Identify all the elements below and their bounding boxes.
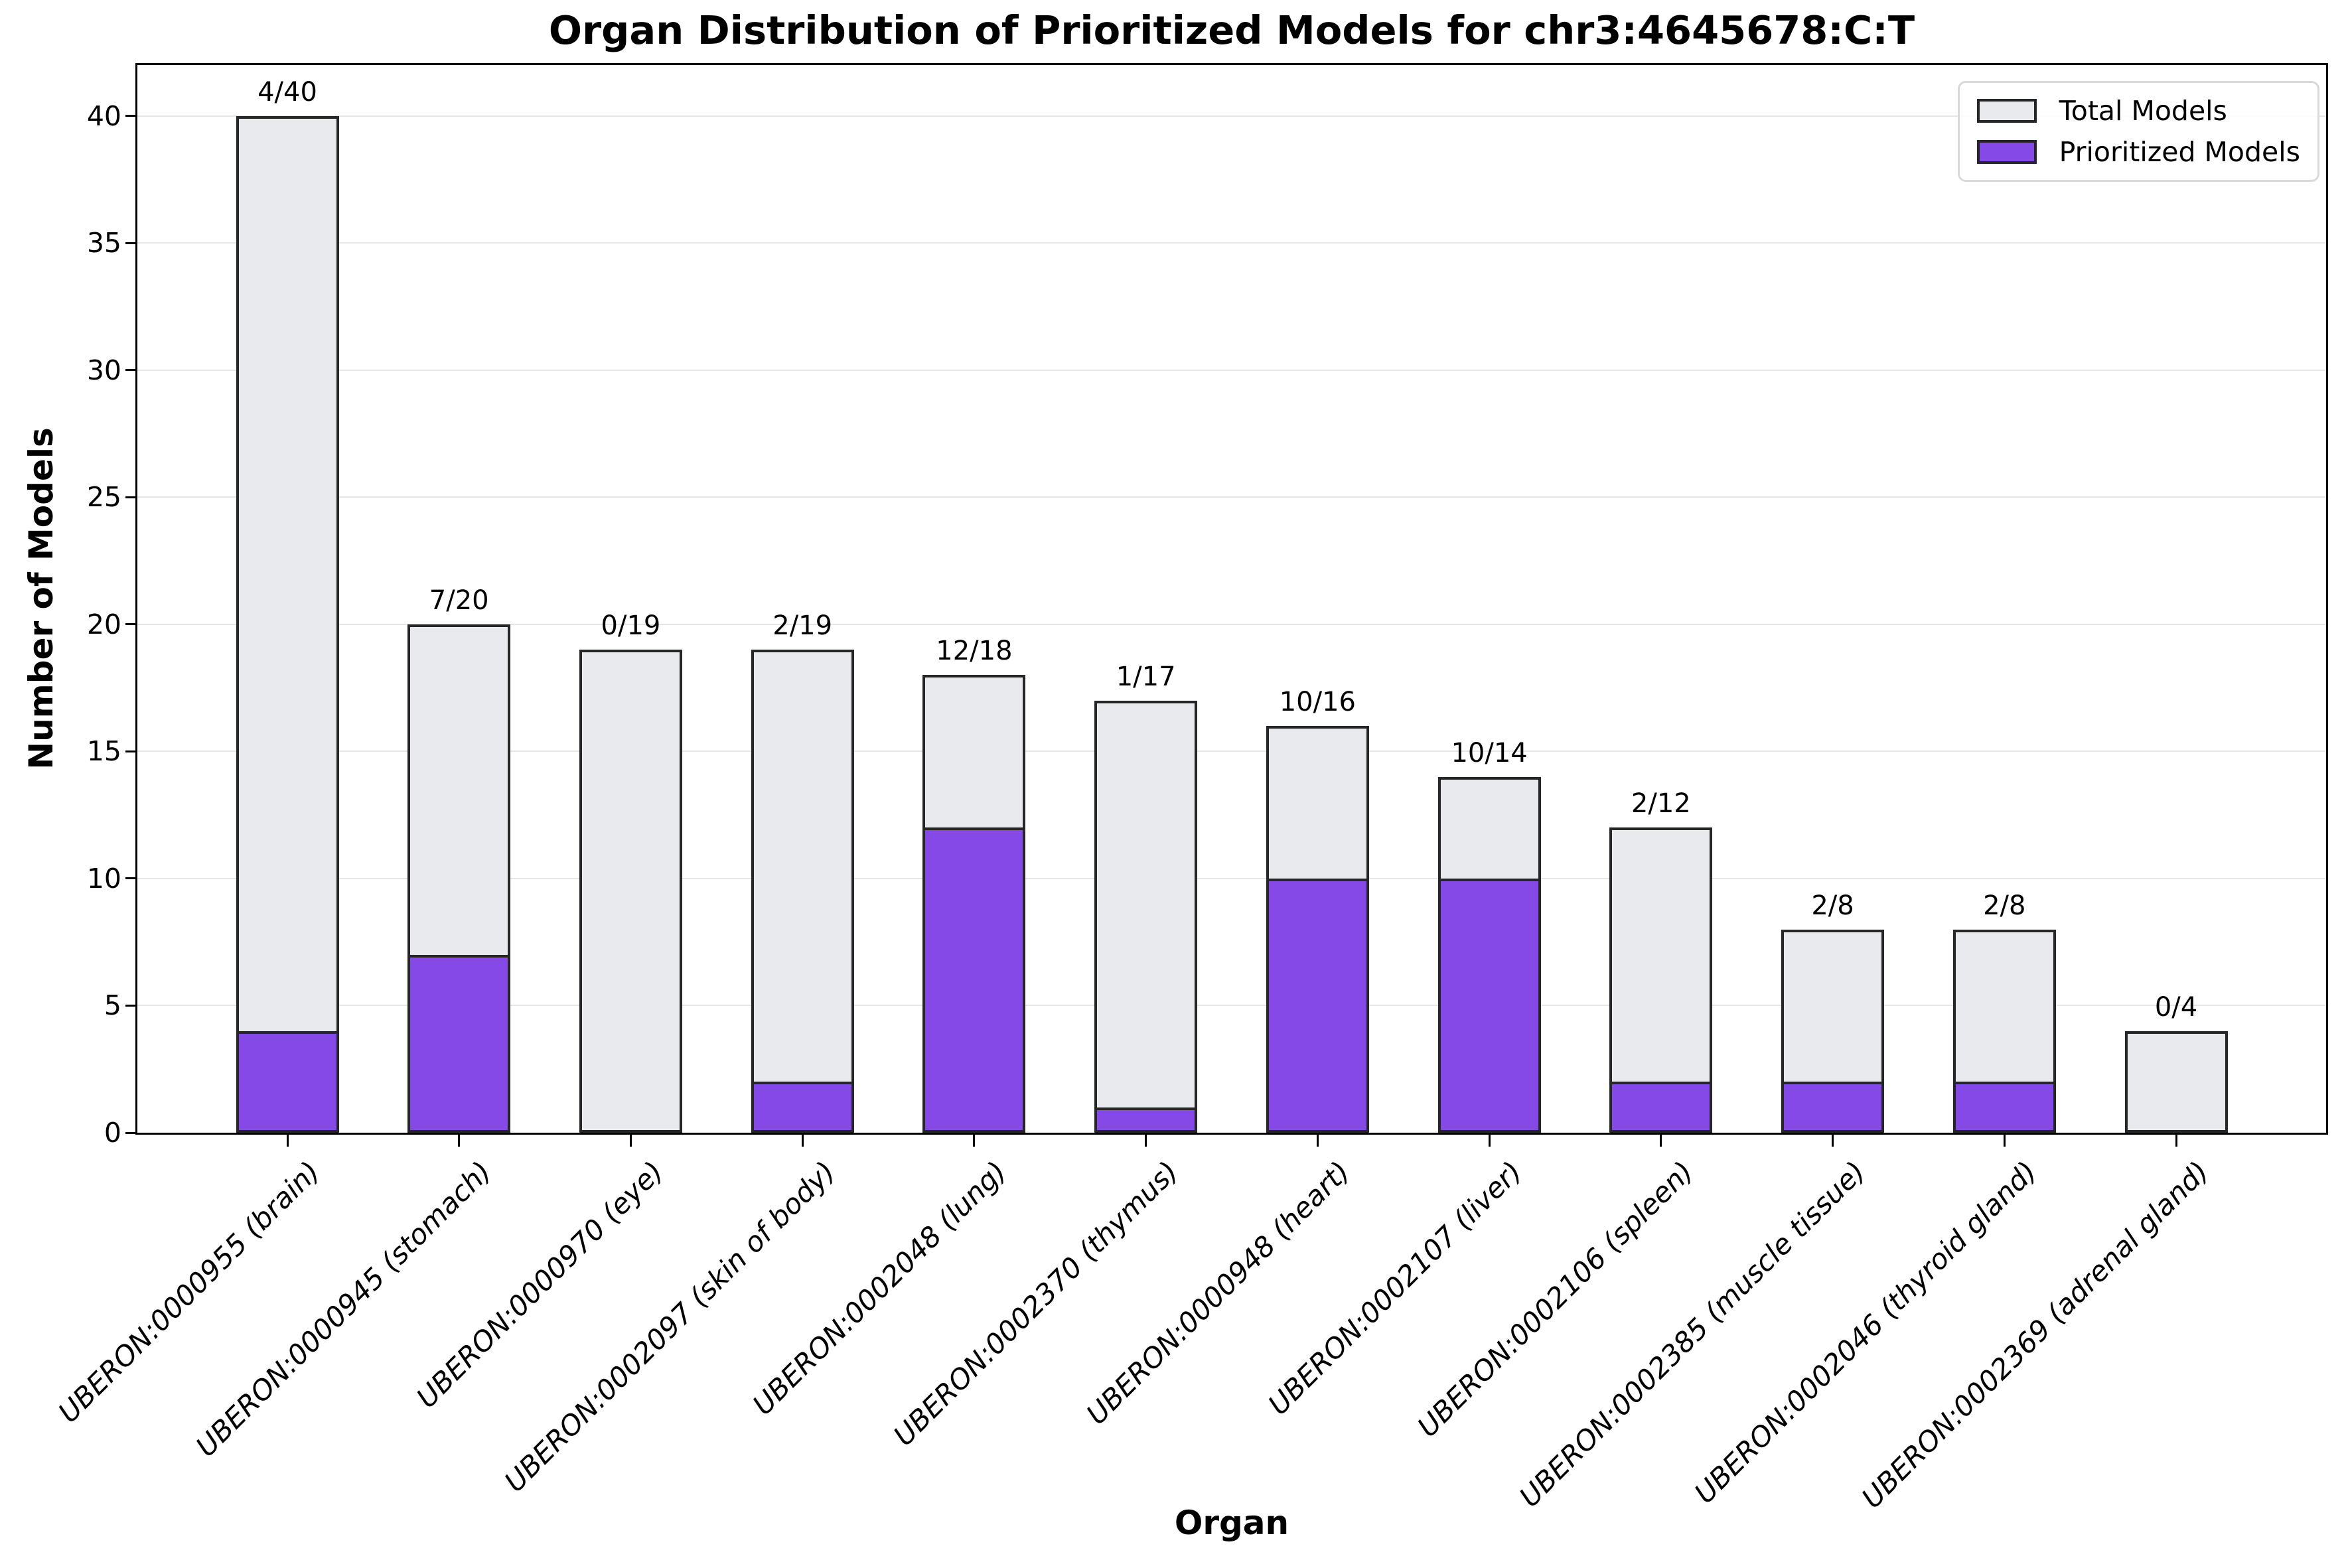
bar-annotation: 2/19 bbox=[772, 610, 833, 642]
gridline-y-10 bbox=[137, 877, 2326, 879]
x-tick-label: UBERON:0002385 (muscle tissue) bbox=[1512, 1155, 1871, 1514]
y-tick-label-0: 0 bbox=[104, 1117, 121, 1149]
gridline-y-15 bbox=[137, 750, 2326, 752]
x-tick bbox=[1832, 1135, 1834, 1147]
total-bar bbox=[751, 650, 854, 1133]
legend: Total Models Prioritized Models bbox=[1957, 81, 2319, 182]
bar-annotation: 2/8 bbox=[1811, 890, 1854, 921]
y-tick-25 bbox=[125, 496, 137, 498]
y-tick-0 bbox=[125, 1131, 137, 1134]
y-tick-30 bbox=[125, 369, 137, 372]
bar-annotation: 1/17 bbox=[1116, 661, 1176, 692]
total-bar bbox=[2124, 1031, 2228, 1133]
x-tick bbox=[1660, 1135, 1662, 1147]
y-tick-15 bbox=[125, 750, 137, 752]
x-tick bbox=[458, 1135, 461, 1147]
x-tick bbox=[801, 1135, 804, 1147]
gridline-y-35 bbox=[137, 242, 2326, 244]
legend-item: Total Models bbox=[1976, 95, 2300, 127]
bar-annotation: 4/40 bbox=[257, 76, 317, 107]
x-tick bbox=[2175, 1135, 2177, 1147]
total-bar bbox=[579, 650, 682, 1133]
x-tick-label: UBERON:0002370 (thymus) bbox=[887, 1155, 1185, 1453]
prioritized-bar bbox=[1952, 1082, 2056, 1133]
y-tick-5 bbox=[125, 1004, 137, 1007]
y-tick-label-35: 35 bbox=[86, 227, 121, 259]
prioritized-bar bbox=[922, 827, 1026, 1133]
prioritized-bar bbox=[407, 954, 511, 1133]
x-tick bbox=[1316, 1135, 1319, 1147]
y-tick-35 bbox=[125, 242, 137, 244]
x-tick-label: UBERON:0002046 (thyroid gland) bbox=[1688, 1155, 2043, 1510]
legend-item: Prioritized Models bbox=[1976, 136, 2300, 168]
bar-annotation: 7/20 bbox=[429, 585, 489, 616]
bar-annotation: 2/12 bbox=[1631, 788, 1691, 820]
x-tick bbox=[2003, 1135, 2006, 1147]
x-tick-label: UBERON:0002106 (spleen) bbox=[1411, 1155, 1700, 1444]
x-tick-label: UBERON:0000945 (stomach) bbox=[189, 1155, 498, 1463]
legend-swatch-icon bbox=[1976, 140, 2037, 164]
x-tick bbox=[973, 1135, 976, 1147]
total-bar bbox=[236, 115, 339, 1133]
x-tick bbox=[629, 1135, 632, 1147]
y-tick-label-20: 20 bbox=[86, 608, 121, 640]
total-bar bbox=[1609, 827, 1713, 1133]
bar-annotation: 2/8 bbox=[1983, 890, 2026, 921]
prioritized-bar bbox=[1781, 1082, 1885, 1133]
y-tick-10 bbox=[125, 877, 137, 880]
x-tick-label: UBERON:0002097 (skin of body) bbox=[498, 1155, 842, 1498]
y-tick-label-5: 5 bbox=[104, 989, 121, 1022]
y-tick-label-30: 30 bbox=[86, 354, 121, 386]
bar-annotation: 10/16 bbox=[1279, 687, 1356, 718]
x-tick-label: UBERON:0002369 (adrenal gland) bbox=[1855, 1155, 2215, 1515]
gridline-y-30 bbox=[137, 369, 2326, 371]
legend-swatch-icon bbox=[1976, 99, 2037, 123]
plot-area bbox=[135, 63, 2328, 1135]
bar-annotation: 0/4 bbox=[2154, 991, 2198, 1023]
prioritized-bar bbox=[751, 1082, 854, 1133]
total-bar bbox=[1094, 700, 1198, 1133]
legend-label: Total Models bbox=[2059, 95, 2227, 127]
bar-annotation: 12/18 bbox=[936, 636, 1013, 667]
gridline-y-25 bbox=[137, 496, 2326, 498]
prioritized-bar bbox=[1437, 878, 1541, 1133]
gridline-y-20 bbox=[137, 623, 2326, 625]
prioritized-bar bbox=[236, 1031, 339, 1133]
legend-label: Prioritized Models bbox=[2059, 136, 2300, 168]
bar-annotation: 10/14 bbox=[1451, 737, 1528, 768]
y-axis-title: Number of Models bbox=[22, 427, 60, 770]
y-tick-label-15: 15 bbox=[86, 735, 121, 768]
x-tick bbox=[1145, 1135, 1147, 1147]
gridline-y-40 bbox=[137, 115, 2326, 117]
bar-annotation: 0/19 bbox=[601, 610, 661, 642]
y-tick-label-10: 10 bbox=[86, 862, 121, 894]
prioritized-bar bbox=[1266, 878, 1369, 1133]
prioritized-bar bbox=[1094, 1107, 1198, 1133]
gridline-y-5 bbox=[137, 1005, 2326, 1007]
x-axis-title: Organ bbox=[1174, 1504, 1289, 1542]
y-tick-40 bbox=[125, 115, 137, 117]
chart-title: Organ Distribution of Prioritized Models… bbox=[548, 7, 1915, 53]
y-tick-20 bbox=[125, 623, 137, 626]
y-tick-label-25: 25 bbox=[86, 481, 121, 514]
y-tick-label-40: 40 bbox=[86, 100, 121, 132]
prioritized-bar bbox=[1609, 1082, 1713, 1133]
x-tick bbox=[1488, 1135, 1491, 1147]
x-tick bbox=[286, 1135, 289, 1147]
